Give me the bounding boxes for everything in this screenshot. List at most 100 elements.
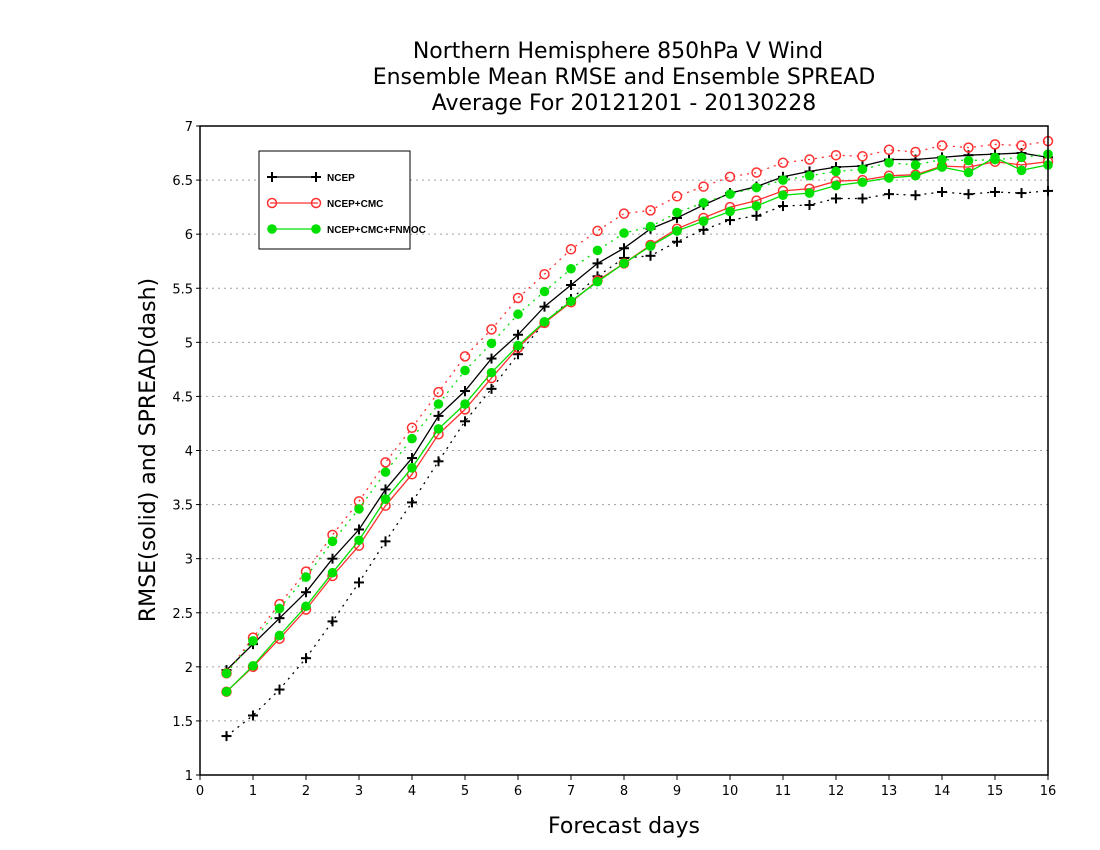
data-point	[857, 193, 868, 204]
data-point	[566, 296, 576, 307]
data-point	[937, 154, 947, 165]
data-point	[380, 494, 391, 504]
data-point	[460, 365, 470, 376]
y-tick-label: 2	[185, 661, 193, 676]
data-point	[513, 349, 523, 360]
data-point	[937, 186, 947, 197]
data-point	[327, 616, 338, 627]
data-point	[619, 243, 629, 254]
y-tick-label: 6	[185, 228, 193, 243]
chart-period: Average For 20121201 - 20130228	[432, 91, 817, 116]
legend-item: NCEP+CMC+FNMOC	[267, 224, 426, 236]
data-point	[884, 189, 894, 200]
data-point	[566, 263, 576, 274]
data-point	[857, 164, 868, 175]
data-point	[751, 210, 762, 221]
data-point	[857, 177, 868, 188]
data-point	[751, 167, 762, 178]
data-point	[486, 324, 497, 335]
data-point	[1016, 140, 1027, 151]
legend-label: NCEP+CMC	[327, 199, 383, 210]
data-point	[566, 280, 576, 291]
y-axis-label: RMSE(solid) and SPREAD(dash)	[136, 278, 161, 622]
legend-items: NCEP NCEP+CMC NCEP+CMC+FNMOC	[266, 172, 426, 236]
y-tick-label: 3.5	[172, 499, 193, 514]
data-point	[327, 536, 338, 547]
data-point	[963, 167, 974, 178]
x-tick-label: 6	[514, 784, 522, 799]
legend-label: NCEP+CMC+FNMOC	[327, 225, 426, 236]
data-point	[645, 250, 656, 261]
data-point	[725, 206, 735, 217]
y-tick-label: 5.5	[172, 282, 193, 297]
x-axis-label: Forecast days	[548, 814, 700, 839]
data-point	[910, 190, 921, 201]
data-point	[407, 463, 417, 473]
data-point	[777, 157, 789, 169]
chart-title: Northern Hemisphere 850hPa V Wind	[413, 39, 823, 64]
data-point	[486, 367, 497, 378]
data-point	[248, 660, 258, 671]
legend-label: NCEP	[327, 173, 355, 184]
data-point	[672, 226, 682, 236]
x-tick-label: 1	[249, 784, 257, 799]
data-point	[619, 258, 629, 269]
plot-area	[221, 135, 1054, 742]
data-point	[831, 193, 841, 204]
y-tick-label: 5	[185, 336, 193, 351]
data-point	[672, 236, 682, 247]
data-point	[698, 224, 709, 235]
data-point	[963, 155, 974, 166]
data-point	[486, 383, 497, 394]
data-point	[937, 162, 947, 172]
data-point	[301, 572, 311, 582]
data-point	[963, 142, 974, 153]
NCEP+CMC spread line	[225, 140, 1049, 674]
data-point	[301, 587, 311, 598]
data-point	[221, 686, 232, 697]
x-tick-label: 15	[987, 784, 1004, 799]
legend-item: NCEP	[267, 172, 355, 184]
data-point	[592, 258, 603, 269]
data-point	[1016, 152, 1027, 163]
data-point	[221, 731, 232, 742]
data-point	[990, 152, 1000, 163]
series-ncep-cmc-fnmoc-spread	[221, 149, 1053, 679]
data-point	[910, 170, 921, 181]
data-point	[804, 188, 815, 198]
data-point	[274, 613, 285, 624]
y-tick-label: 4.5	[172, 390, 193, 405]
data-point	[354, 535, 364, 546]
data-point	[407, 433, 417, 444]
x-tick-label: 7	[567, 784, 575, 799]
data-point	[327, 553, 338, 564]
y-tick-label: 6.5	[172, 174, 193, 189]
data-point	[221, 668, 232, 679]
y-tick-label: 1	[185, 769, 193, 784]
data-point	[486, 338, 497, 349]
data-point	[460, 386, 470, 397]
data-point	[512, 292, 524, 304]
data-point	[751, 201, 762, 211]
data-point	[857, 151, 868, 162]
data-point	[831, 166, 841, 177]
data-point	[671, 191, 683, 202]
data-point	[645, 241, 656, 251]
x-tick-label: 0	[196, 784, 204, 799]
data-point	[725, 189, 735, 199]
x-tick-label: 14	[934, 784, 951, 799]
data-point	[884, 173, 894, 183]
data-point	[248, 710, 258, 721]
x-axis: 0 1 2 3 4 5 6 7 8 9 10 11 12 13 14 15 16	[196, 775, 1056, 799]
data-point	[539, 268, 550, 280]
data-point	[380, 484, 391, 495]
y-axis: 1 1.5 2 2.5 3 3.5 4 4.5 5 5.5 6 6.5 7	[172, 120, 200, 784]
data-point	[274, 684, 285, 695]
data-point	[407, 497, 417, 508]
data-point	[698, 216, 709, 226]
data-point	[407, 453, 417, 464]
data-point	[831, 180, 841, 191]
data-point	[459, 351, 471, 362]
data-point	[619, 228, 629, 238]
legend-marker	[266, 197, 278, 209]
